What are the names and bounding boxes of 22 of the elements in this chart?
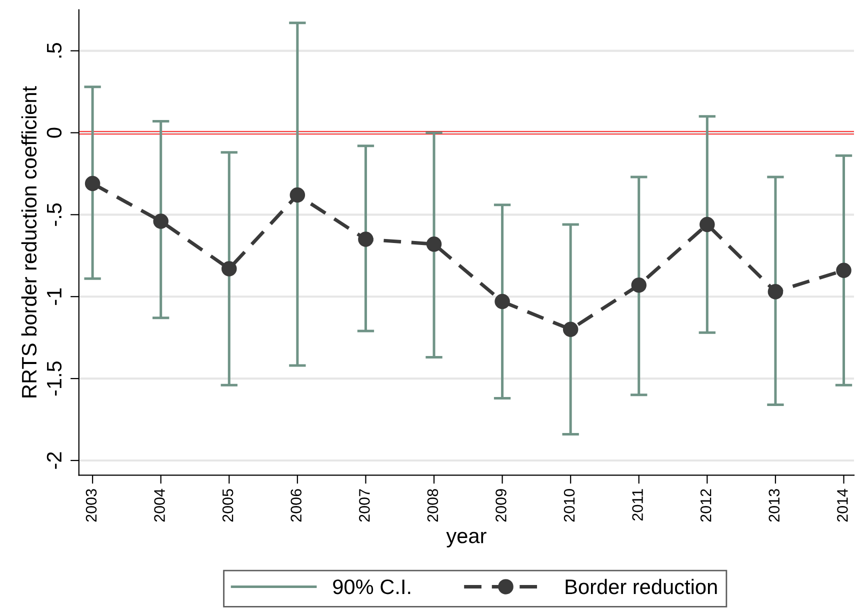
x-tick-label: 2013 (768, 489, 780, 522)
y-axis-title: RRTS border reduction coefficient (21, 86, 37, 398)
y-tick-label: .5 (47, 42, 62, 58)
legend-label: Border reduction (566, 578, 717, 594)
y-tick-label: -1.5 (47, 361, 62, 396)
y-tick-label: -.5 (47, 203, 62, 226)
y-tick-label: 0 (46, 128, 62, 138)
x-tick-label: 2003 (86, 489, 97, 522)
x-tick-label: 2010 (564, 489, 575, 522)
x-tick-label: 2006 (290, 489, 302, 522)
x-tick-label: 2004 (154, 488, 165, 522)
x-tick-label: 2005 (222, 489, 234, 522)
y-tick-label: -1 (47, 288, 62, 305)
x-tick-label: 2014 (837, 488, 848, 522)
x-tick-label: 2008 (427, 489, 438, 522)
x-tick-label: 2012 (700, 489, 712, 522)
y-tick-label: -2 (46, 452, 62, 469)
text: 90% C.I. (333, 579, 410, 594)
x-tick-label: 2007 (359, 489, 370, 522)
x-tick-label: 2011 (632, 489, 643, 521)
x-tick-label: 2009 (496, 489, 506, 522)
x-axis-title: year (446, 532, 486, 548)
